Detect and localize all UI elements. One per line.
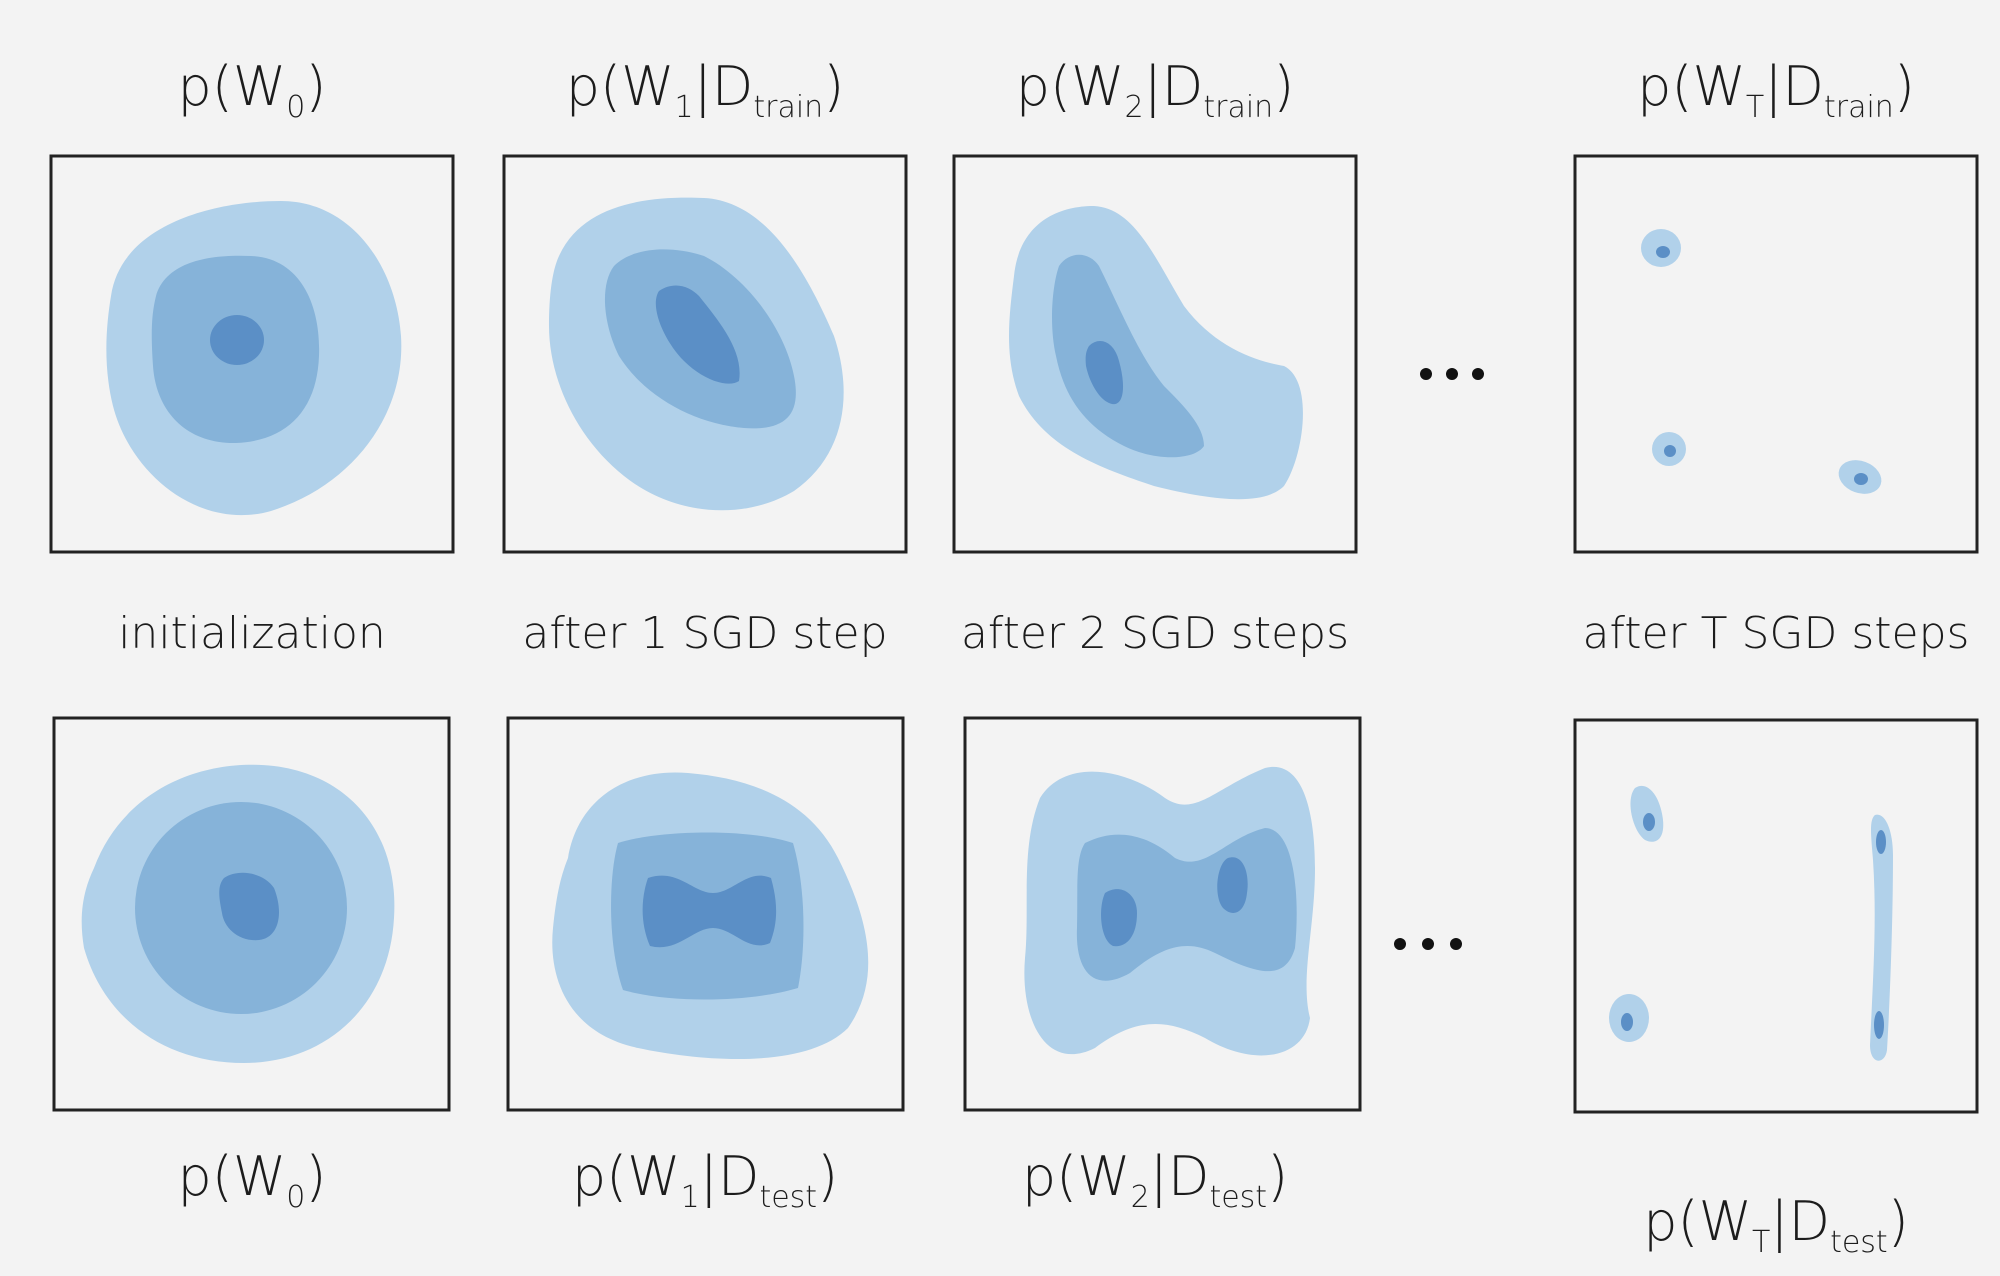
panel <box>52 716 451 1112</box>
step-label: initialization <box>118 608 386 659</box>
formula-label: p(WT|Dtest) <box>1643 1190 1909 1260</box>
subscript: 0 <box>286 90 305 125</box>
density-core <box>219 872 279 941</box>
density-core <box>1101 889 1137 947</box>
panel-frame <box>1573 718 1979 1114</box>
formula-part: ) <box>305 55 326 118</box>
ellipsis-dot <box>1422 938 1434 950</box>
panel <box>506 716 905 1112</box>
formula-part: p(W <box>1643 1190 1752 1253</box>
subscript: 1 <box>674 90 693 125</box>
subscript: 1 <box>681 1180 700 1215</box>
formula-label: p(W2|Dtrain) <box>1016 55 1295 125</box>
formula-part: ) <box>1273 55 1294 118</box>
density-core <box>1876 830 1886 854</box>
density-core <box>1656 246 1670 258</box>
formula-label: p(W1|Dtest) <box>572 1145 838 1215</box>
step-label: after T SGD steps <box>1583 608 1970 659</box>
panel-frame <box>49 154 455 554</box>
subscript: T <box>1746 90 1764 125</box>
panel-frame <box>963 716 1362 1112</box>
density-core <box>210 315 264 365</box>
panel <box>952 154 1358 554</box>
panel-frame <box>52 716 451 1112</box>
formula-label: p(W1|Dtrain) <box>566 55 845 125</box>
density-core <box>655 285 740 384</box>
density-core <box>1643 813 1655 831</box>
ellipsis-dot <box>1446 368 1458 380</box>
step-label: after 2 SGD steps <box>961 608 1349 659</box>
formula-part: p(W <box>178 55 287 118</box>
density-outer <box>1870 814 1893 1061</box>
formula-part: p(W <box>1022 1145 1131 1208</box>
density-core <box>1854 473 1868 485</box>
subscript: T <box>1752 1225 1770 1260</box>
subscript: test <box>759 1180 817 1215</box>
panel <box>502 154 908 554</box>
panel <box>963 716 1362 1112</box>
subscript: 2 <box>1124 90 1143 125</box>
panel <box>1573 718 1979 1114</box>
formula-part: ) <box>1894 55 1915 118</box>
formula-part: |D <box>694 55 754 118</box>
panel-frame <box>952 154 1358 554</box>
ellipsis-dot <box>1472 368 1484 380</box>
formula-part: p(W <box>1637 55 1746 118</box>
subscript: test <box>1830 1225 1888 1260</box>
density-core <box>1085 341 1124 405</box>
density-core <box>1874 1011 1884 1039</box>
ellipsis-dot <box>1450 938 1462 950</box>
subscript: 0 <box>286 1180 305 1215</box>
step-label: after 1 SGD step <box>522 608 887 659</box>
formula-part: ) <box>1267 1145 1288 1208</box>
subscript: train <box>753 90 823 125</box>
subscript: 2 <box>1131 1180 1150 1215</box>
formula-label: p(W0) <box>178 55 327 125</box>
ellipsis-dot <box>1394 938 1406 950</box>
panel <box>1573 154 1979 554</box>
formula-part: |D <box>1764 55 1824 118</box>
formula-part: p(W <box>572 1145 681 1208</box>
formula-label: p(W2|Dtest) <box>1022 1145 1288 1215</box>
formula-label: p(WT|Dtrain) <box>1637 55 1915 125</box>
formula-label: p(W0) <box>178 1145 327 1215</box>
density-core <box>1621 1013 1633 1031</box>
panel-frame <box>1573 154 1979 554</box>
formula-part: |D <box>700 1145 760 1208</box>
density-core <box>642 875 777 948</box>
formula-part: |D <box>1770 1190 1830 1253</box>
formula-part: p(W <box>178 1145 287 1208</box>
formula-part: p(W <box>1016 55 1125 118</box>
density-core <box>1664 445 1676 457</box>
formula-part: |D <box>1144 55 1204 118</box>
formula-part: ) <box>305 1145 326 1208</box>
formula-part: p(W <box>566 55 675 118</box>
formula-part: ) <box>817 1145 838 1208</box>
panel-frame <box>502 154 908 554</box>
ellipsis-dot <box>1420 368 1432 380</box>
density-mid <box>1052 254 1204 458</box>
panel <box>49 154 455 554</box>
density-core <box>1217 857 1248 913</box>
subscript: train <box>1824 90 1894 125</box>
formula-part: |D <box>1150 1145 1210 1208</box>
formula-part: ) <box>1888 1190 1909 1253</box>
subscript: train <box>1203 90 1273 125</box>
subscript: test <box>1209 1180 1267 1215</box>
panel-frame <box>506 716 905 1112</box>
formula-part: ) <box>823 55 844 118</box>
